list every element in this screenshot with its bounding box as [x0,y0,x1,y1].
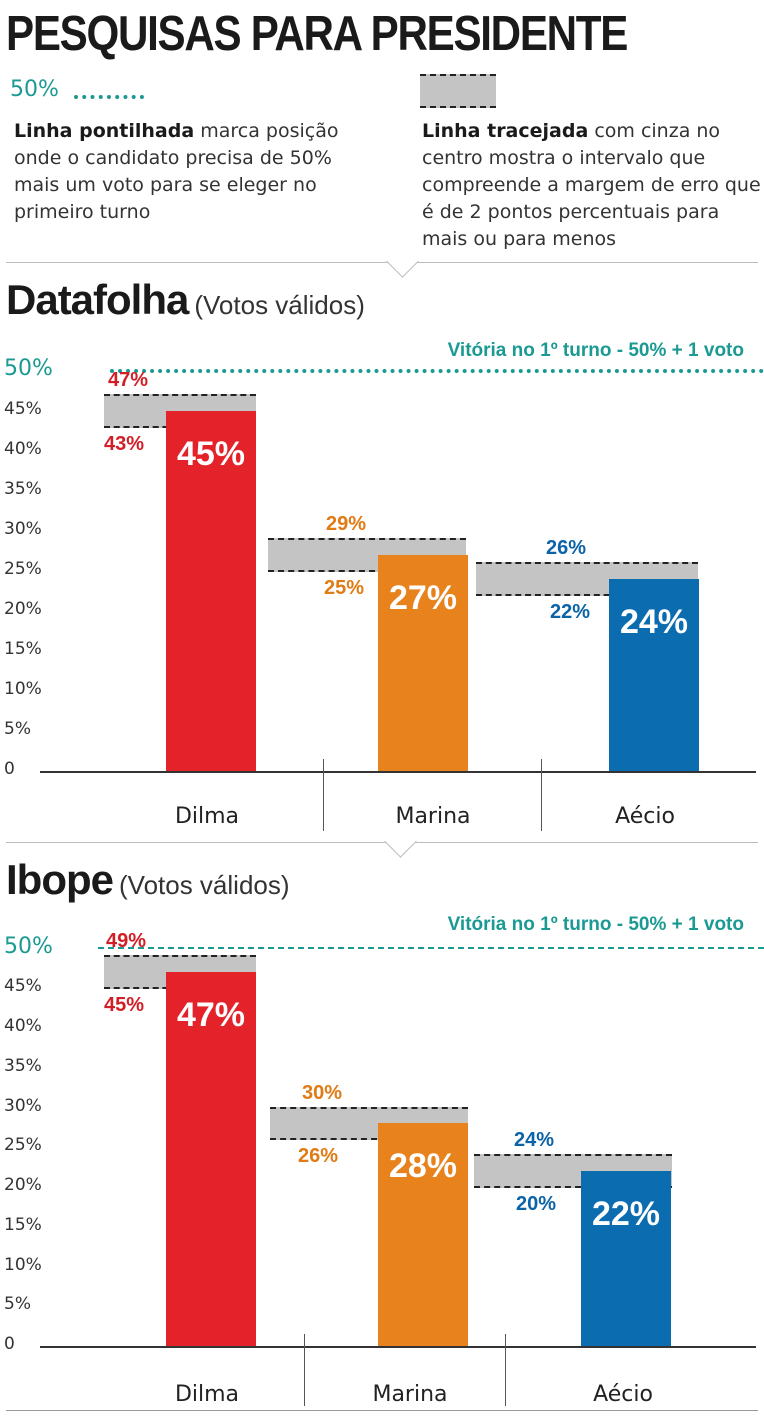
y-tick-label: 35% [4,479,42,499]
bar-value-label: 27% [388,579,458,617]
legend-dotted-line [74,95,144,99]
upper-margin-label: 47% [108,369,149,391]
lower-margin-label: 45% [104,994,145,1017]
lower-margin-label: 20% [516,1193,557,1215]
bar-value-label: 45% [176,435,246,473]
threshold-line [110,369,764,373]
bar-marina [378,1123,468,1346]
category-label: Dilma [174,804,240,829]
threshold-line [98,946,764,949]
legend-dashed-text: com cinza no centro mostra o intervalo q… [422,120,761,250]
ibope-subtitle: (Votos válidos) [119,870,290,900]
datafolha-heading: Datafolha (Votos válidos) [6,276,365,324]
category-divider [541,759,542,831]
y-tick-label: 0 [4,759,15,779]
separator-middle-notch [384,825,417,858]
category-divider [505,1334,506,1406]
upper-margin-label: 26% [546,537,587,559]
datafolha-subtitle: (Votos válidos) [194,290,365,320]
ibope-heading: Ibope (Votos válidos) [6,856,290,904]
category-label: Aécio [615,804,675,829]
bar-value-label: 24% [619,603,689,641]
lower-margin-label: 22% [550,601,591,623]
y-tick-label: 30% [4,1095,42,1116]
lower-margin-label: 43% [104,433,145,455]
legend-dotted-value: 50% [10,77,59,102]
y-tick-label: 10% [4,679,42,699]
y-tick-label: 35% [4,1055,42,1076]
datafolha-chart: 0 5% 10% 15% 20% 25% 30% 35% 40% 45% 50% Vitória no… [0,330,764,831]
y-tick-label: 15% [4,1214,42,1235]
y-tick-label: 50% [4,933,53,959]
bar-dilma [166,411,256,771]
legend-dashed-bold: Linha tracejada [422,120,589,142]
y-tick-label: 15% [4,639,42,659]
legend-dashed-description: Linha tracejada com cinza no centro most… [422,118,762,253]
legend-dashed-box [420,74,496,108]
y-tick-label: 45% [4,399,42,419]
y-tick-label: 20% [4,599,42,619]
bar-marina [378,555,468,771]
legend-dotted-bold: Linha pontilhada [14,120,195,142]
bar-dilma [166,972,256,1346]
separator-middle [6,842,758,843]
bar-value-label: 28% [388,1147,458,1186]
x-axis-baseline [40,1346,756,1348]
upper-margin-label: 24% [514,1129,555,1152]
legend-dotted-text: marca posição onde o candidato precisa d… [14,120,339,223]
separator-notch [386,245,419,278]
ibope-title: Ibope [6,856,114,903]
x-axis-baseline [40,771,756,773]
datafolha-title: Datafolha [6,276,189,323]
ibope-chart: 0 5% 10% 15% 20% 25% 30% 35% 40% 45% 50% Vitória no… [0,910,764,1407]
y-tick-label: 5% [4,1294,31,1315]
bar-value-label: 47% [176,996,246,1035]
y-tick-label: 0 [4,1334,15,1354]
y-tick-label: 5% [4,719,31,739]
bar-aecio [609,579,699,771]
upper-margin-label: 30% [302,1081,343,1104]
y-tick-label: 25% [4,1135,42,1156]
category-divider [323,759,324,831]
lower-margin-label: 25% [324,577,365,599]
separator-bottom [6,1410,758,1411]
legend-dotted-description: Linha pontilhada marca posição onde o ca… [14,118,364,226]
page-title: PESQUISAS PARA PRESIDENTE [6,7,628,61]
bar-aecio [581,1171,671,1346]
category-label: Marina [372,1382,448,1407]
upper-margin-label: 29% [326,513,367,535]
separator-top [6,262,758,263]
threshold-label: Vitória no 1º turno - 50% + 1 voto [447,340,744,361]
y-tick-label: 20% [4,1175,42,1195]
y-tick-label: 10% [4,1254,42,1275]
bar-value-label: 22% [591,1195,661,1234]
y-tick-label: 45% [4,976,42,997]
upper-margin-label: 49% [106,930,147,953]
y-tick-label: 40% [4,439,42,459]
category-label: Dilma [174,1382,240,1407]
y-tick-label: 50% [4,356,53,381]
category-label: Marina [395,804,471,829]
y-tick-label: 30% [4,519,42,539]
lower-margin-label: 26% [298,1145,339,1168]
category-label: Aécio [593,1382,653,1407]
y-tick-label: 25% [4,559,42,579]
category-divider [304,1334,305,1406]
threshold-label: Vitória no 1º turno - 50% + 1 voto [447,914,744,935]
y-tick-label: 40% [4,1016,42,1036]
